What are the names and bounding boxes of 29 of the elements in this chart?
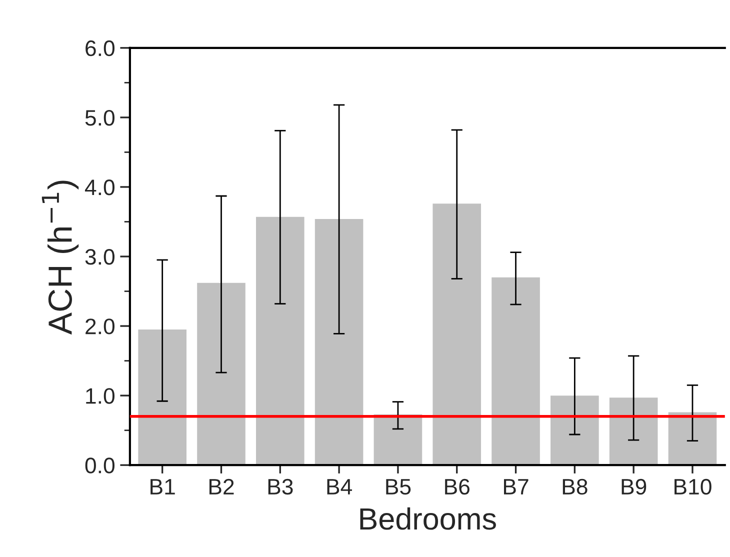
x-tick-label: B6 xyxy=(445,478,470,495)
y-tick-label: 0.0 xyxy=(85,458,114,474)
y-tick-label: 2.0 xyxy=(86,318,114,334)
bar xyxy=(609,398,658,466)
x-tick-label: B10 xyxy=(674,478,712,495)
bar xyxy=(432,204,482,466)
bar xyxy=(256,216,304,466)
y-tick-label: 4.0 xyxy=(84,180,114,196)
bar xyxy=(550,396,599,466)
bar xyxy=(668,412,717,466)
bar xyxy=(138,330,186,466)
bar xyxy=(314,218,364,466)
bar xyxy=(197,282,246,466)
x-tick-label: B4 xyxy=(327,479,352,494)
y-tick-label: 3.0 xyxy=(85,249,114,265)
x-tick-label: B1 xyxy=(150,479,175,494)
x-tick-label: B2 xyxy=(209,478,234,494)
bar xyxy=(492,277,540,466)
x-tick-label: B5 xyxy=(386,479,411,495)
x-tick-label: B9 xyxy=(622,478,646,495)
bar xyxy=(374,414,422,466)
y-tick-label: 6.0 xyxy=(86,40,114,56)
y-tick-label: 5.0 xyxy=(85,110,114,126)
y-tick-label: 1.0 xyxy=(86,388,114,404)
x-axis-title: Bedrooms xyxy=(360,507,496,530)
x-tick-label: B3 xyxy=(268,478,293,495)
y-axis-title: ACH (h$^{−1}$) xyxy=(42,180,79,335)
x-tick-label: B8 xyxy=(562,478,588,495)
x-tick-label: B7 xyxy=(504,479,528,494)
